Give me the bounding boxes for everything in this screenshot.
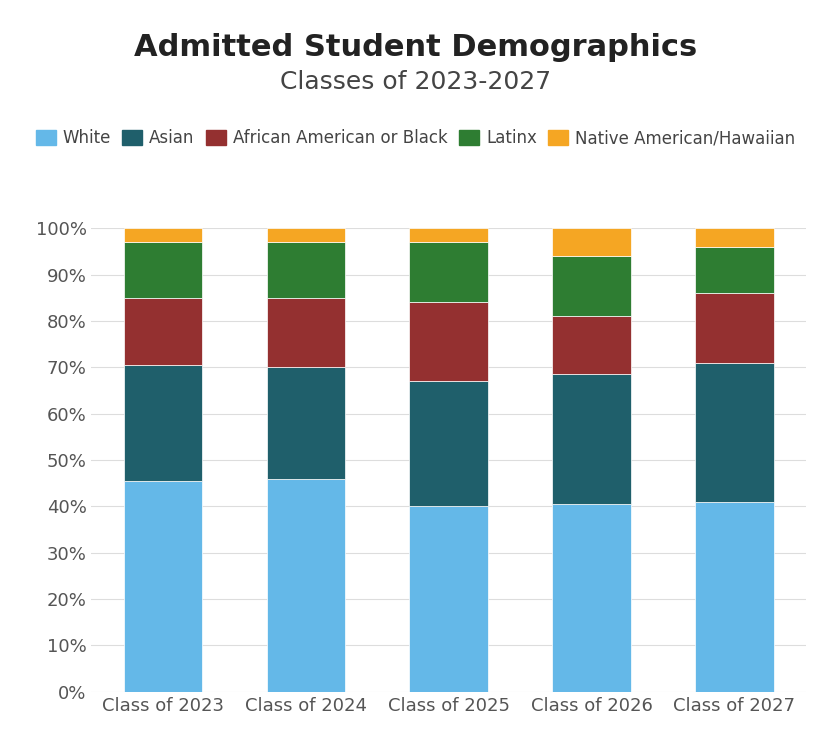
Bar bbox=[553, 316, 631, 374]
Bar bbox=[695, 293, 774, 363]
Bar bbox=[553, 256, 631, 316]
Bar bbox=[695, 363, 774, 502]
Bar bbox=[553, 228, 631, 256]
Bar bbox=[695, 247, 774, 293]
Bar bbox=[410, 381, 488, 506]
Bar bbox=[267, 228, 345, 242]
Text: Classes of 2023-2027: Classes of 2023-2027 bbox=[280, 70, 551, 94]
Bar bbox=[124, 242, 203, 297]
Bar bbox=[695, 502, 774, 692]
Bar bbox=[410, 302, 488, 381]
Text: Admitted Student Demographics: Admitted Student Demographics bbox=[134, 33, 697, 62]
Bar bbox=[553, 374, 631, 504]
Bar bbox=[267, 367, 345, 478]
Bar bbox=[695, 228, 774, 247]
Legend: White, Asian, African American or Black, Latinx, Native American/Hawaiian: White, Asian, African American or Black,… bbox=[29, 122, 802, 154]
Bar bbox=[124, 228, 203, 242]
Bar bbox=[553, 504, 631, 692]
Bar bbox=[410, 506, 488, 692]
Bar bbox=[267, 242, 345, 297]
Bar bbox=[267, 478, 345, 692]
Bar bbox=[410, 242, 488, 302]
Bar bbox=[124, 297, 203, 365]
Bar bbox=[124, 481, 203, 692]
Bar bbox=[267, 297, 345, 367]
Bar bbox=[124, 365, 203, 481]
Bar bbox=[410, 228, 488, 242]
